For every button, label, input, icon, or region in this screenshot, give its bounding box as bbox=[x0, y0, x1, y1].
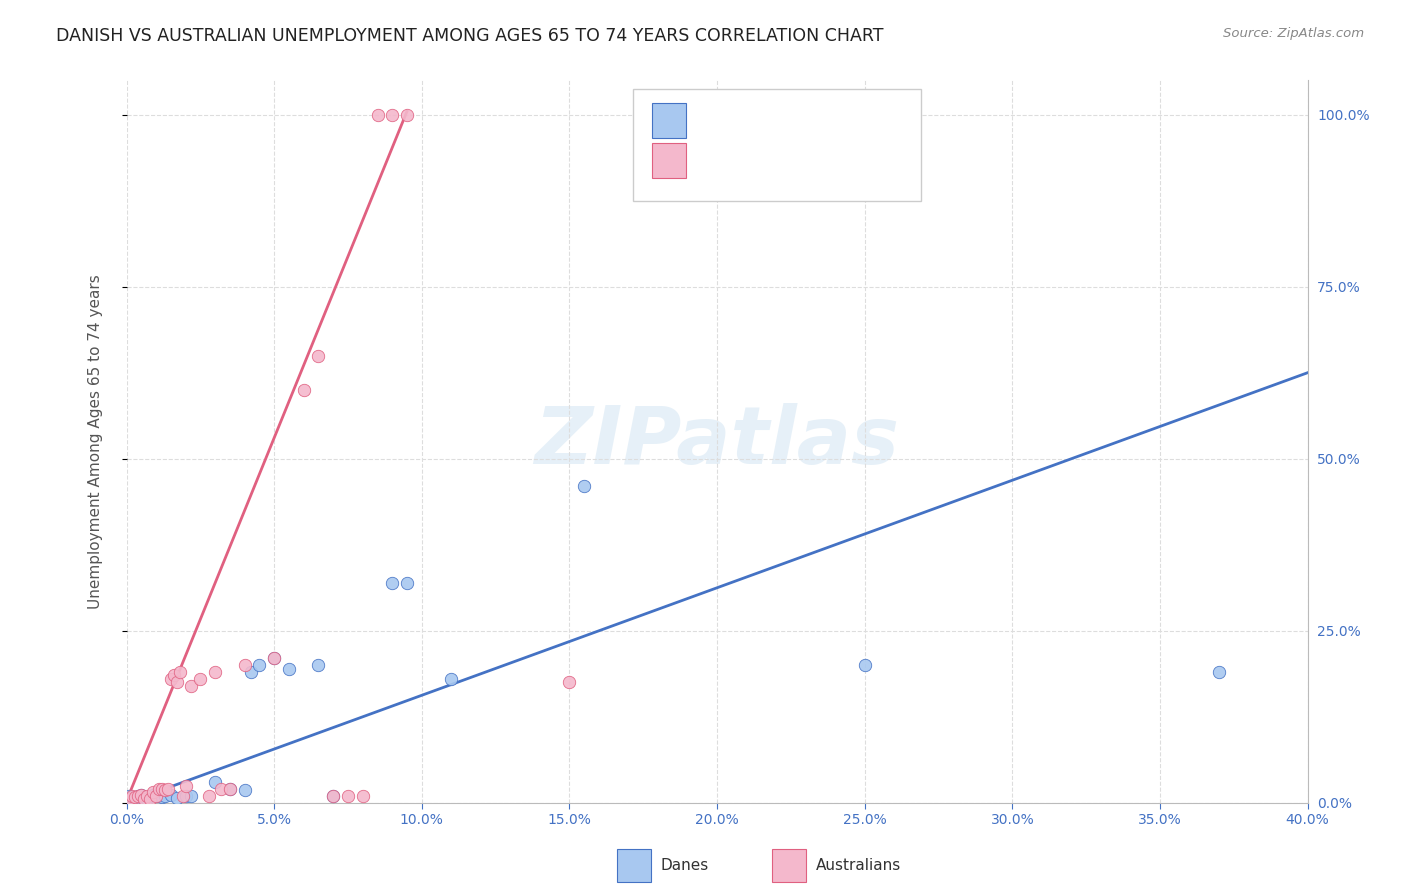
Point bbox=[233, 658, 256, 673]
Point bbox=[574, 479, 596, 493]
Point bbox=[127, 789, 149, 803]
Point bbox=[396, 108, 419, 122]
Point bbox=[174, 779, 197, 793]
Point bbox=[204, 775, 226, 789]
Y-axis label: Unemployment Among Ages 65 to 74 years: Unemployment Among Ages 65 to 74 years bbox=[89, 274, 103, 609]
Point bbox=[249, 658, 271, 673]
Point bbox=[142, 785, 165, 799]
Point bbox=[153, 783, 176, 797]
Point bbox=[219, 782, 242, 797]
Point bbox=[853, 658, 876, 673]
Text: 0.691: 0.691 bbox=[735, 152, 792, 169]
Point bbox=[145, 789, 167, 803]
Point bbox=[142, 788, 165, 802]
Point bbox=[204, 665, 226, 679]
Point bbox=[239, 665, 262, 679]
Point bbox=[124, 792, 146, 806]
Point bbox=[263, 651, 285, 665]
Text: Danes: Danes bbox=[661, 858, 709, 872]
Point bbox=[156, 782, 179, 797]
Point bbox=[174, 789, 197, 803]
Point bbox=[163, 668, 186, 682]
Text: R =: R = bbox=[696, 152, 735, 169]
Point bbox=[145, 789, 167, 803]
Point bbox=[322, 789, 344, 803]
Point bbox=[139, 792, 162, 806]
Point bbox=[129, 788, 153, 802]
Point bbox=[129, 788, 153, 802]
Point bbox=[136, 792, 159, 806]
Text: ZIPatlas: ZIPatlas bbox=[534, 402, 900, 481]
Point bbox=[308, 349, 330, 363]
Point bbox=[169, 665, 191, 679]
Point bbox=[308, 658, 330, 673]
Point bbox=[160, 788, 183, 802]
Point bbox=[139, 789, 162, 803]
Point bbox=[180, 789, 202, 803]
Text: Source: ZipAtlas.com: Source: ZipAtlas.com bbox=[1223, 27, 1364, 40]
Point bbox=[121, 790, 143, 805]
Point bbox=[124, 790, 146, 805]
Point bbox=[172, 789, 194, 803]
Point bbox=[209, 782, 232, 797]
Text: N =: N = bbox=[801, 112, 853, 129]
Text: Australians: Australians bbox=[815, 858, 901, 872]
Point bbox=[118, 792, 141, 806]
Text: N =: N = bbox=[801, 152, 853, 169]
Point bbox=[381, 108, 404, 122]
Point bbox=[367, 108, 389, 122]
Point bbox=[198, 789, 221, 803]
Point bbox=[263, 651, 285, 665]
Point bbox=[558, 675, 581, 690]
Point bbox=[292, 383, 315, 397]
Point bbox=[150, 790, 173, 805]
Point bbox=[219, 782, 242, 797]
Point bbox=[233, 783, 256, 797]
Point bbox=[148, 782, 170, 797]
Text: R =: R = bbox=[696, 112, 735, 129]
Point bbox=[118, 789, 141, 803]
Point bbox=[381, 575, 404, 590]
Point bbox=[134, 790, 156, 805]
Text: 32: 32 bbox=[846, 112, 872, 129]
Point bbox=[278, 662, 301, 676]
Point bbox=[180, 679, 202, 693]
Text: DANISH VS AUSTRALIAN UNEMPLOYMENT AMONG AGES 65 TO 74 YEARS CORRELATION CHART: DANISH VS AUSTRALIAN UNEMPLOYMENT AMONG … bbox=[56, 27, 884, 45]
Point bbox=[166, 675, 188, 690]
Point bbox=[160, 672, 183, 686]
Point bbox=[337, 789, 360, 803]
Text: 37: 37 bbox=[846, 152, 872, 169]
Point bbox=[352, 789, 374, 803]
Point bbox=[396, 575, 419, 590]
Point bbox=[322, 789, 344, 803]
Point bbox=[440, 672, 463, 686]
Point bbox=[188, 672, 212, 686]
Point bbox=[127, 789, 149, 803]
Point bbox=[148, 789, 170, 803]
Point bbox=[134, 792, 156, 806]
Point bbox=[150, 782, 173, 797]
Point bbox=[1208, 665, 1230, 679]
Point bbox=[121, 789, 143, 803]
Text: 0.575: 0.575 bbox=[735, 112, 792, 129]
Point bbox=[136, 789, 159, 803]
Point bbox=[166, 791, 188, 805]
Point bbox=[153, 789, 176, 803]
